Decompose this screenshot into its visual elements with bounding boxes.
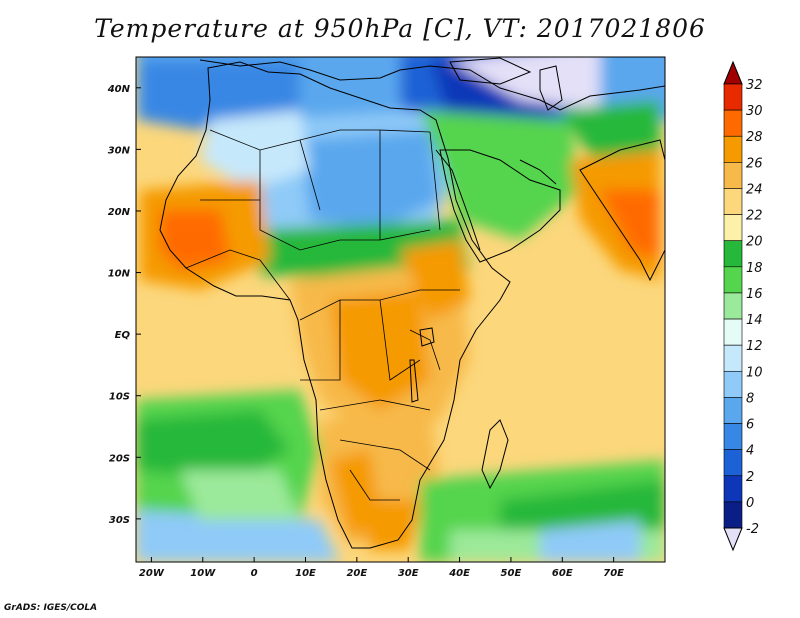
colorbar-label: 0 bbox=[746, 496, 754, 511]
colorbar-label: 8 bbox=[746, 391, 754, 406]
lat-tick-label: 30S bbox=[109, 515, 130, 526]
lon-tick-label: 10E bbox=[295, 568, 316, 579]
lat-tick-label: 40N bbox=[107, 84, 131, 95]
colorbar-band bbox=[723, 240, 743, 268]
colorbar-label: 12 bbox=[746, 339, 763, 354]
colorbar-band bbox=[723, 188, 743, 215]
colorbar-label: 16 bbox=[746, 287, 763, 302]
lat-tick-label: 20S bbox=[109, 453, 130, 464]
colorbar-band bbox=[723, 83, 743, 111]
colorbar-label: 28 bbox=[746, 130, 763, 145]
lat-tick-label: 10N bbox=[108, 269, 131, 280]
country-borders bbox=[185, 129, 460, 501]
colorbar-band bbox=[723, 266, 743, 294]
longitude-axis: 20W 10W 0 10E 20E 30E 40E 50E 60E 70E bbox=[139, 557, 624, 579]
black-sea bbox=[449, 57, 532, 85]
coastlines bbox=[159, 57, 665, 549]
colorbar-band bbox=[723, 162, 743, 189]
plot-frame bbox=[135, 56, 666, 563]
colorbar-band bbox=[723, 370, 743, 398]
colorbar-band bbox=[723, 214, 743, 242]
lat-tick-label: EQ bbox=[115, 330, 131, 341]
colorbar-label: 6 bbox=[746, 418, 754, 433]
lat-tick-label: 30N bbox=[108, 145, 131, 156]
map-title: Temperature at 950hPa [C], VT: 201702180… bbox=[94, 14, 706, 43]
persian-gulf bbox=[519, 159, 557, 185]
madagascar-coastline bbox=[481, 419, 509, 490]
colorbar-bottom-arrow bbox=[723, 527, 743, 552]
latitude-axis: 40N 30N 20N 10N EQ 10S 20S 30S bbox=[107, 84, 141, 526]
colorbar-label: 10 bbox=[746, 365, 763, 380]
lon-tick-label: 60E bbox=[552, 568, 573, 579]
africa-coastline bbox=[159, 61, 511, 549]
arabia-coastline bbox=[439, 149, 561, 263]
india-coastline bbox=[579, 139, 665, 282]
colorbar-label: 26 bbox=[746, 156, 763, 171]
colorbar-label: 4 bbox=[746, 444, 754, 459]
lake-victoria bbox=[419, 327, 435, 347]
colorbar-band bbox=[723, 501, 743, 529]
colorbar-band bbox=[723, 109, 743, 137]
colorbar-band bbox=[723, 397, 743, 424]
lake-tanganyika bbox=[409, 359, 419, 403]
colorbar-label: 30 bbox=[746, 104, 763, 119]
colorbar-label: 18 bbox=[746, 261, 763, 276]
colorbar-band bbox=[723, 344, 743, 372]
lat-tick-label: 10S bbox=[109, 392, 130, 403]
colorbar-label: 20 bbox=[746, 235, 763, 250]
lon-tick-label: 20W bbox=[139, 568, 165, 579]
colorbar-label: 2 bbox=[746, 470, 754, 485]
colorbar-band bbox=[723, 318, 743, 346]
lon-tick-label: 30E bbox=[398, 568, 419, 579]
colorbar-band bbox=[723, 423, 743, 450]
lon-tick-label: 20E bbox=[346, 568, 367, 579]
colorbar-band bbox=[723, 292, 743, 320]
temperature-field bbox=[136, 57, 665, 562]
colorbar-label: 14 bbox=[746, 313, 763, 328]
colorbar-label: 22 bbox=[746, 209, 763, 224]
lon-tick-label: 40E bbox=[448, 568, 470, 579]
credit-text: GrADS: IGES/COLA bbox=[4, 603, 98, 613]
colorbar-top-arrow bbox=[723, 60, 743, 85]
lon-tick-label: 0 bbox=[251, 568, 258, 579]
lon-tick-label: 50E bbox=[501, 568, 522, 579]
colorbar-label: 32 bbox=[746, 78, 763, 93]
caspian-sea bbox=[539, 65, 563, 111]
colorbar-label: -2 bbox=[746, 522, 759, 537]
red-sea bbox=[435, 149, 481, 251]
colorbar-band bbox=[723, 449, 743, 477]
lon-tick-label: 10W bbox=[190, 568, 216, 579]
colorbar-label: 24 bbox=[746, 182, 763, 197]
lon-tick-label: 70E bbox=[603, 568, 624, 579]
lat-tick-label: 20N bbox=[108, 207, 131, 218]
colorbar-band bbox=[723, 135, 743, 163]
europe-coastline bbox=[199, 59, 665, 111]
colorbar-band bbox=[723, 475, 743, 503]
